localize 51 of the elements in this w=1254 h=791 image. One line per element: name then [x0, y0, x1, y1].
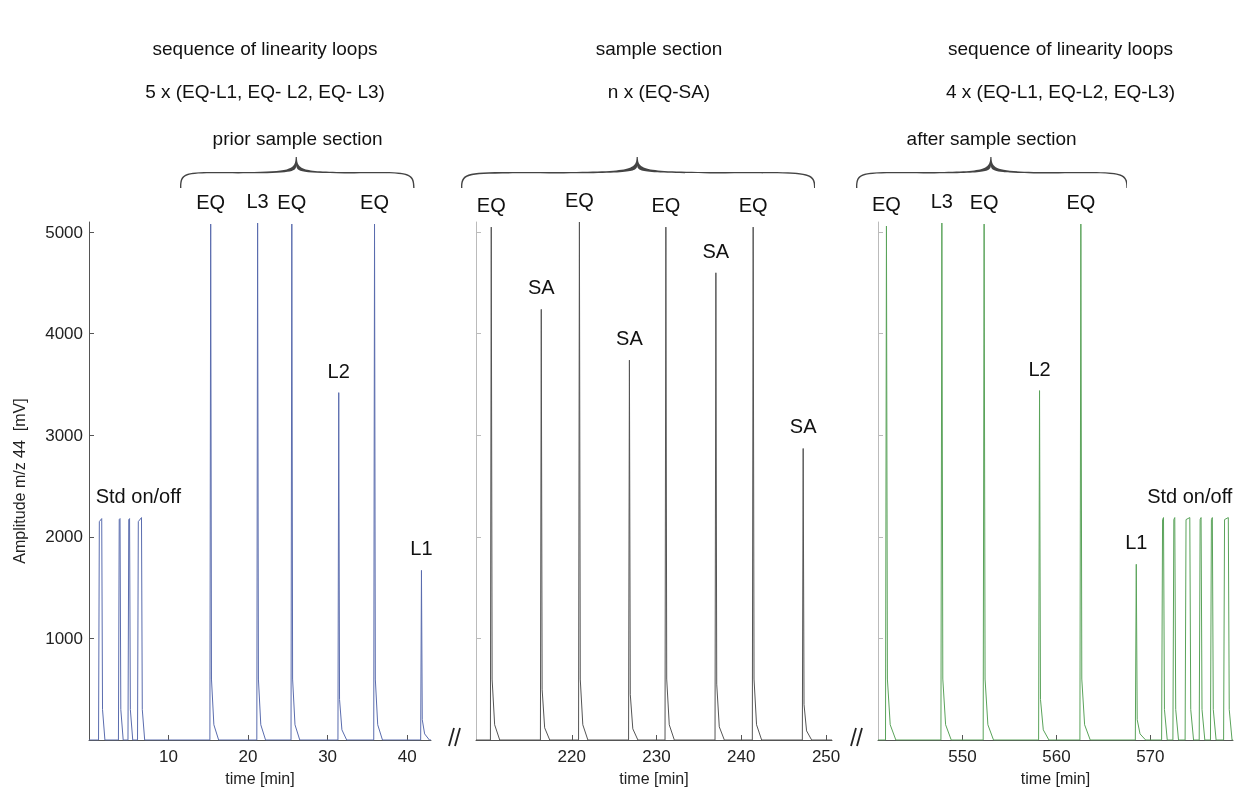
y-tick-label: 2000 — [45, 527, 83, 547]
line-series — [88, 222, 432, 741]
text: prior sample section — [212, 128, 383, 149]
x-tick-label: 230 — [642, 747, 671, 766]
x-tick-label: 40 — [397, 747, 417, 766]
annotation: EQ — [277, 191, 307, 214]
annotation: L3 — [930, 190, 953, 213]
y-axis-title: Amplitude m/z 44 [mV] — [10, 398, 28, 564]
annotation: SA — [789, 415, 818, 438]
annotation: L3 — [246, 190, 269, 213]
x-tick-label: 560 — [1042, 747, 1071, 766]
annotation: L1 — [1125, 531, 1148, 554]
annotation: SA — [702, 239, 730, 262]
y-tick-label: 1000 — [45, 628, 83, 648]
annotation: L2 — [327, 359, 350, 382]
annotation: EQ — [651, 194, 681, 217]
x-tick-label: 20 — [238, 747, 258, 766]
y-tick-label: 3000 — [45, 425, 83, 445]
x-tick-label: 30 — [318, 747, 338, 766]
annotation: EQ — [872, 193, 901, 216]
annotation: EQ — [360, 191, 389, 214]
annotation: EQ — [564, 189, 594, 211]
annotation: SA — [527, 276, 556, 299]
annotation: EQ — [969, 191, 999, 214]
chart-subtitle: 5 x (EQ-L1, EQ- L2, EQ- L3) — [145, 81, 385, 102]
x-axis-title: time [min] — [225, 769, 295, 787]
annotation: L2 — [1028, 357, 1051, 380]
x-tick-label: 220 — [557, 747, 586, 766]
chart-title: sequence of linearity loops — [152, 38, 378, 59]
annotation: L1 — [410, 537, 433, 560]
annotation: SA — [616, 327, 644, 350]
annotation: EQ — [1066, 191, 1096, 214]
chart-subtitle: n x (EQ-SA) — [607, 81, 711, 102]
chart-title: sample section — [595, 38, 723, 59]
x-tick-label: 10 — [159, 747, 178, 766]
x-axis-title: time [min] — [619, 769, 689, 787]
x-tick-label: 550 — [948, 747, 977, 766]
annotation: EQ — [476, 194, 506, 217]
annotation: Std on/off — [1147, 484, 1233, 507]
x-tick-label: 240 — [727, 747, 756, 766]
chart-title: sequence of linearity loops — [948, 38, 1173, 59]
annotation: EQ — [196, 191, 226, 214]
y-tick-label: 4000 — [45, 324, 83, 344]
annotation: EQ — [738, 194, 768, 217]
x-axis-title: time [min] — [1020, 769, 1091, 787]
chart-subtitle: 4 x (EQ-L1, EQ-L2, EQ-L3) — [945, 81, 1176, 102]
x-tick-label: 250 — [811, 747, 841, 766]
annotation: Std on/off — [95, 484, 182, 507]
x-tick-label: 570 — [1136, 747, 1165, 766]
y-tick-label: 5000 — [45, 222, 83, 242]
text: after sample section — [906, 128, 1077, 149]
